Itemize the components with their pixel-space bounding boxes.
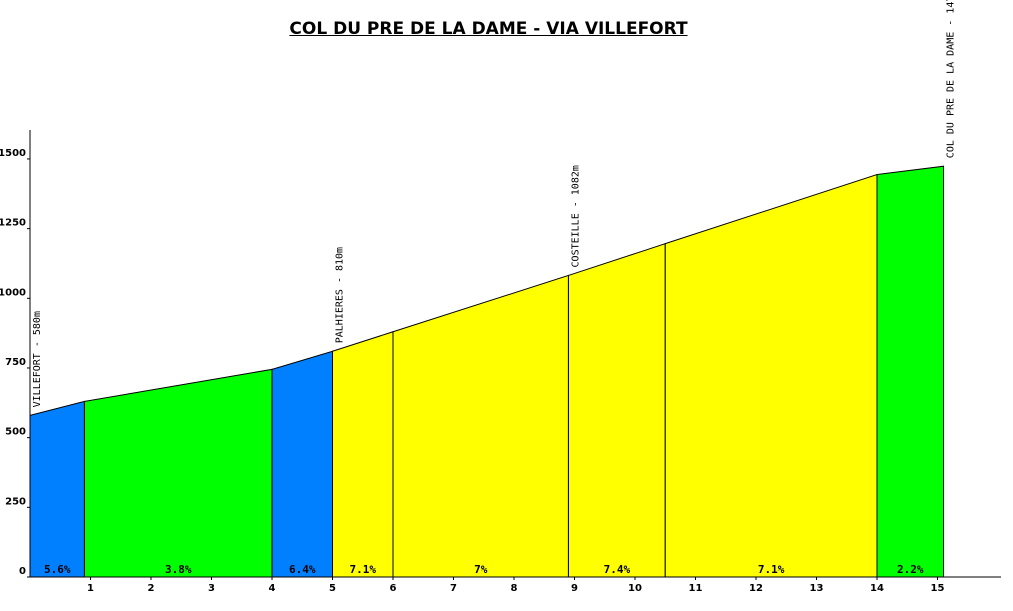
x-tick-label: 15 <box>931 583 945 594</box>
y-tick-label: 500 <box>5 427 26 438</box>
grade-label-8: 2.2% <box>897 563 924 576</box>
x-tick-label: 9 <box>571 583 578 594</box>
x-tick-label: 13 <box>810 583 824 594</box>
place-label-2: PALHIERES - 810m <box>335 247 346 343</box>
grade-label-5: 7% <box>474 563 488 576</box>
y-tick-label: 1500 <box>0 148 26 159</box>
profile-segment-5 <box>392 274 569 578</box>
profile-segment-8 <box>876 165 945 578</box>
profile-segment-4 <box>332 331 394 578</box>
y-tick-label: 0 <box>19 566 26 577</box>
profile-segment-3 <box>271 350 333 578</box>
grade-label-3: 6.4% <box>289 563 316 576</box>
x-tick-label: 1 <box>87 583 94 594</box>
grade-label-7: 7.1% <box>758 563 785 576</box>
x-tick-label: 10 <box>628 583 642 594</box>
x-tick-label: 2 <box>148 583 155 594</box>
grade-label-2: 3.8% <box>165 563 192 576</box>
x-tick-label: 11 <box>689 583 703 594</box>
y-tick-label: 250 <box>5 496 26 507</box>
place-label-3: COSTEILLE - 1082m <box>570 165 581 267</box>
y-tick-label: 1000 <box>0 287 26 298</box>
grade-label-4: 7.1% <box>350 563 377 576</box>
profile-segment-2 <box>83 368 273 578</box>
x-tick-label: 6 <box>390 583 397 594</box>
x-tick-label: 8 <box>511 583 518 594</box>
profile-segment-6 <box>567 242 666 578</box>
grade-label-1: 5.6% <box>44 563 71 576</box>
grade-label-6: 7.4% <box>604 563 631 576</box>
profile-segment-7 <box>664 173 878 578</box>
x-tick-label: 4 <box>269 583 276 594</box>
x-tick-label: 5 <box>329 583 336 594</box>
profile-segment-1 <box>29 400 85 578</box>
y-tick-label: 1250 <box>0 218 26 229</box>
y-tick-label: 750 <box>5 357 26 368</box>
x-tick-label: 7 <box>450 583 457 594</box>
x-tick-label: 3 <box>208 583 215 594</box>
x-tick-label: 12 <box>749 583 763 594</box>
place-label-1: VILLEFORT - 580m <box>32 311 43 407</box>
x-tick-label: 14 <box>870 583 884 594</box>
place-label-4: COL DU PRE DE LA DAME - 1474m <box>946 0 957 158</box>
chart-title: COL DU PRE DE LA DAME - VIA VILLEFORT <box>289 19 688 39</box>
